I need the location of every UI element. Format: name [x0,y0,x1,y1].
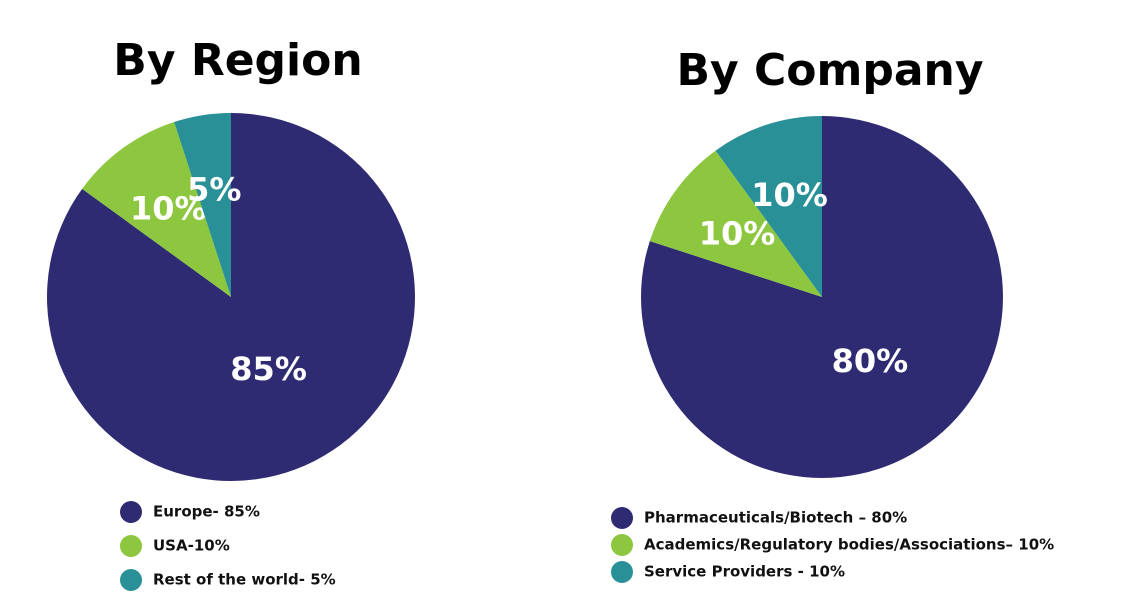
legend-label: Pharmaceuticals/Biotech – 80% [644,509,907,527]
legend-swatch [611,507,633,529]
pie-slice [82,122,232,297]
chart-title: By Company [676,45,983,96]
legend-swatch [611,534,633,556]
legend-label: Europe- 85% [153,503,260,521]
value-label: 10% [751,176,828,214]
legend-label: USA-10% [153,537,230,555]
value-label: 10% [699,214,776,252]
value-label: 10% [130,190,207,228]
legend-label: Service Providers - 10% [644,563,845,581]
legend-swatch [611,561,633,583]
value-label: 80% [832,342,909,380]
value-label: 85% [230,350,307,388]
chart-title: By Region [113,35,362,86]
legend-swatch [120,501,142,523]
legend-label: Academics/Regulatory bodies/Associations… [644,536,1054,554]
legend-swatch [120,569,142,591]
legend-label: Rest of the world- 5% [153,571,336,589]
value-label: 5% [187,171,241,209]
pie-slice [174,113,231,297]
pie-slice [649,150,822,297]
pie-slice [715,116,822,297]
legend-swatch [120,535,142,557]
pie-slice [47,113,416,482]
